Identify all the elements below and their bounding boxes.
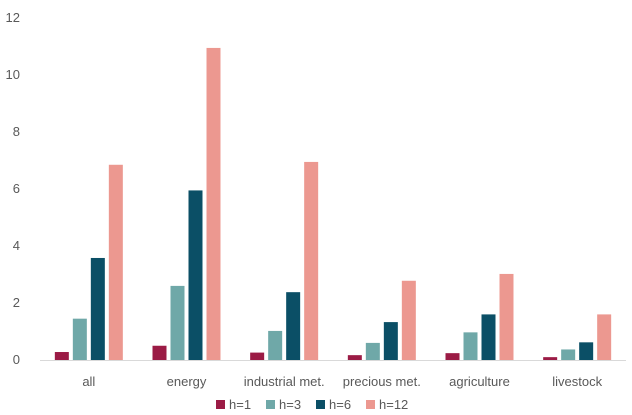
legend-swatch-h3 xyxy=(266,400,275,409)
y-tick-label: 12 xyxy=(6,10,20,25)
legend: h=1 h=3 h=6 h=12 xyxy=(216,397,408,412)
legend-label: h=3 xyxy=(279,397,301,412)
legend-label: h=1 xyxy=(229,397,251,412)
legend-label: h=12 xyxy=(379,397,408,412)
bar-h3-all xyxy=(72,318,87,360)
x-tick-label: industrial met. xyxy=(244,374,325,389)
bar-h6-industrial-met- xyxy=(286,292,301,360)
x-axis-ticks: all energy industrial met. precious met. agr… xyxy=(82,374,602,389)
bar-h1-all xyxy=(54,352,69,360)
bar-h6-precious-met- xyxy=(383,322,398,360)
bar-h1-precious-met- xyxy=(347,355,362,360)
bar-h3-livestock xyxy=(561,349,576,360)
bar-h1-livestock xyxy=(543,357,558,360)
y-tick-label: 10 xyxy=(6,67,20,82)
bar-h3-agriculture xyxy=(463,332,478,360)
y-tick-label: 8 xyxy=(13,124,20,139)
bar-h3-energy xyxy=(170,285,185,360)
bar-series-group xyxy=(54,47,612,361)
bar-h12-livestock xyxy=(597,314,612,360)
bar-h1-agriculture xyxy=(445,353,460,360)
y-tick-label: 6 xyxy=(13,181,20,196)
y-tick-label: 4 xyxy=(13,238,20,253)
bar-h12-industrial-met- xyxy=(304,161,319,360)
bar-h3-industrial-met- xyxy=(268,330,283,360)
y-axis-ticks: 0 2 4 6 8 10 12 xyxy=(6,10,20,367)
bar-h1-industrial-met- xyxy=(250,352,265,360)
x-tick-label: precious met. xyxy=(343,374,421,389)
legend-swatch-h12 xyxy=(366,400,375,409)
x-tick-label: energy xyxy=(167,374,207,389)
x-tick-label: livestock xyxy=(552,374,602,389)
bar-h6-all xyxy=(90,257,105,360)
bar-h12-energy xyxy=(206,47,221,361)
y-tick-label: 0 xyxy=(13,352,20,367)
legend-swatch-h1 xyxy=(216,400,225,409)
x-tick-label: agriculture xyxy=(449,374,510,389)
bar-h6-energy xyxy=(188,190,203,360)
bar-h12-agriculture xyxy=(499,273,514,360)
bar-h12-precious-met- xyxy=(401,280,416,360)
legend-swatch-h6 xyxy=(316,400,325,409)
bar-h1-energy xyxy=(152,345,167,360)
bar-h6-agriculture xyxy=(481,314,496,360)
y-tick-label: 2 xyxy=(13,295,20,310)
legend-label: h=6 xyxy=(329,397,351,412)
bar-h3-precious-met- xyxy=(365,342,380,360)
x-tick-label: all xyxy=(82,374,95,389)
bar-h12-all xyxy=(108,164,123,360)
bar-h6-livestock xyxy=(579,342,594,360)
